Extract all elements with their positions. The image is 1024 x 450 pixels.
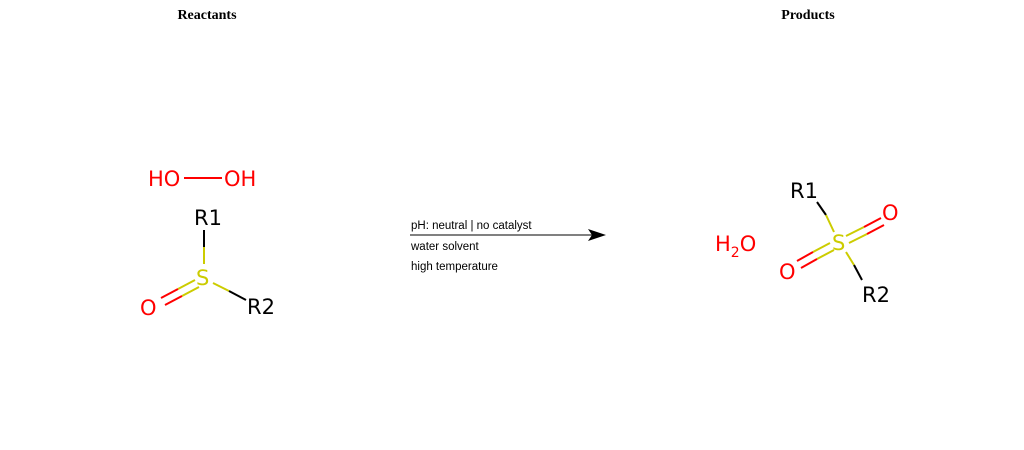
- sulfone-r1-bond-black: [816, 201, 827, 216]
- sulfone-r2-label: R2: [862, 283, 890, 307]
- sulfone-r2-bond-black: [853, 264, 863, 281]
- water-subscript-2: 2: [731, 245, 740, 261]
- sulfone-so-bottom-b-yellow: [816, 249, 835, 260]
- sulfone-so-bottom-a-yellow: [812, 242, 831, 253]
- water-formula: H2O: [715, 232, 756, 261]
- sulfoxide-molecule: R1 S R2 O: [140, 206, 275, 320]
- sulfone-so-bottom-a-red: [796, 251, 814, 262]
- sulfone-so-top-b-red: [866, 224, 885, 235]
- sulfoxide-o-label: O: [140, 296, 157, 320]
- sulfone-s-label: S: [832, 231, 845, 255]
- sulfoxide-so-bond-a-red: [160, 288, 179, 299]
- condition-line-3: high temperature: [411, 261, 498, 273]
- water-h-label: H: [715, 232, 731, 256]
- water-o-label: O: [740, 232, 757, 256]
- sulfoxide-s-label: S: [196, 266, 209, 290]
- sulfone-so-top-b-yellow: [848, 233, 868, 244]
- peroxide-oh-label: OH: [224, 167, 256, 191]
- sulfoxide-so-bond-b-red: [164, 295, 183, 306]
- sulfone-molecule: R1 S O O R2: [779, 179, 899, 307]
- sulfone-r2-bond-yellow: [845, 251, 855, 266]
- sulfoxide-r2-label: R2: [247, 295, 275, 319]
- sulfone-o-top-label: O: [882, 201, 899, 225]
- sulfone-r1-label: R1: [790, 179, 818, 203]
- condition-line-1: pH: neutral | no catalyst: [411, 220, 532, 232]
- sulfoxide-r2-bond-black: [228, 290, 247, 301]
- reaction-arrow-group: pH: neutral | no catalyst water solvent …: [410, 220, 606, 273]
- sulfone-so-bottom-b-red: [800, 258, 818, 269]
- products-heading: Products: [781, 8, 835, 23]
- sulfoxide-so-bond-b-yellow: [181, 286, 200, 297]
- reactants-heading: Reactants: [177, 8, 237, 23]
- sulfoxide-r2-bond-yellow: [212, 282, 230, 292]
- peroxide-ho-label: HO: [148, 167, 180, 191]
- sulfone-o-bottom-label: O: [779, 260, 796, 284]
- sulfone-r1-bond-yellow: [825, 214, 835, 233]
- sulfone-so-top-a-yellow: [845, 226, 865, 237]
- sulfoxide-r1-label: R1: [194, 206, 222, 230]
- hydrogen-peroxide-molecule: HO OH: [148, 167, 256, 191]
- sulfoxide-so-bond-a-yellow: [177, 279, 196, 290]
- right-arrow-icon: [588, 229, 606, 241]
- sulfone-so-top-a-red: [863, 217, 882, 228]
- water-molecule: H2O: [715, 232, 756, 261]
- condition-line-2: water solvent: [410, 241, 480, 253]
